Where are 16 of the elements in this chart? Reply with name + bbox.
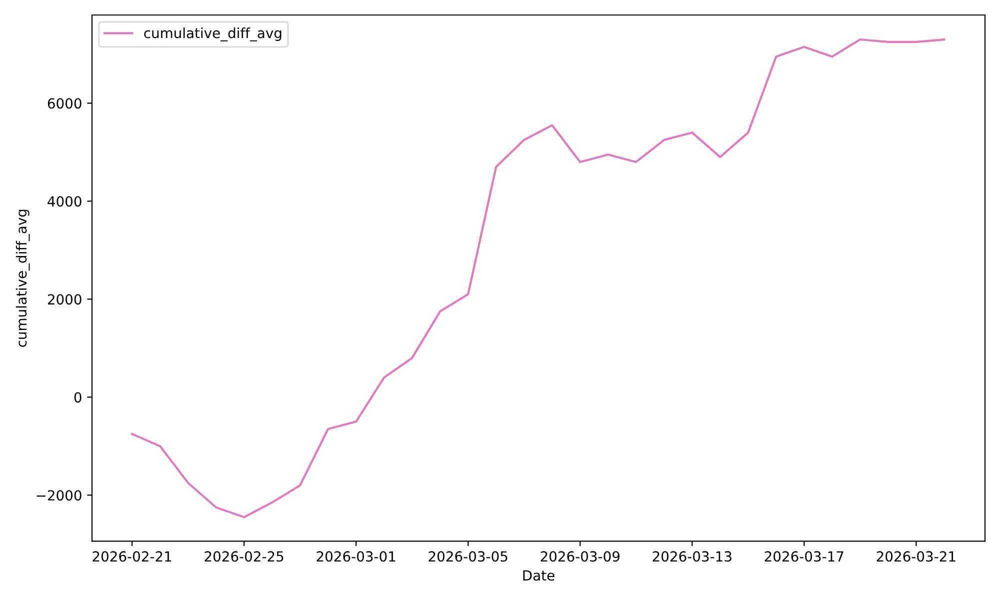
y-tick-label: 6000 <box>48 98 82 109</box>
x-tick-label: 2026-03-09 <box>540 551 620 562</box>
x-tick-label: 2026-03-05 <box>428 551 508 562</box>
x-tick-label: 2026-03-01 <box>316 551 396 562</box>
y-tick-label: 2000 <box>48 294 82 305</box>
legend-label: cumulative_diff_avg <box>144 28 282 42</box>
x-axis-title: Date <box>523 570 554 581</box>
x-tick-label: 2026-03-21 <box>876 551 956 562</box>
x-tick-label: 2026-02-21 <box>92 551 172 562</box>
x-tick-label: 2026-03-17 <box>764 551 844 562</box>
y-tick-label: −2000 <box>36 490 82 501</box>
y-axis-title: cumulative_diff_avg <box>16 210 30 347</box>
x-tick-label: 2026-02-25 <box>204 551 284 562</box>
y-tick-label: 0 <box>74 392 82 403</box>
x-tick-label: 2026-03-13 <box>652 551 732 562</box>
y-tick-label: 4000 <box>48 196 82 207</box>
